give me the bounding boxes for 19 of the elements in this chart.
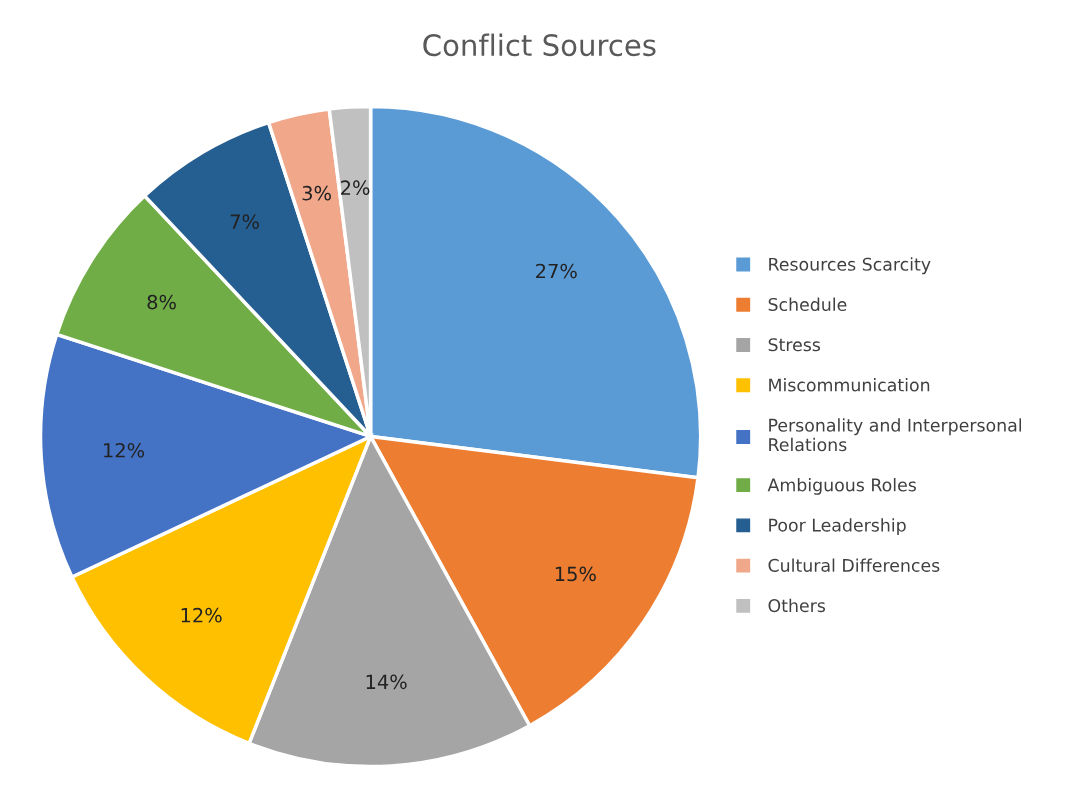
data-label: 12% bbox=[181, 607, 222, 623]
data-label: 15% bbox=[555, 566, 596, 582]
data-label: 8% bbox=[147, 294, 176, 310]
legend-label: Miscommunication bbox=[769, 378, 930, 392]
legend-label: Stress bbox=[768, 338, 821, 352]
legend-label: Others bbox=[768, 598, 826, 613]
data-label: 3% bbox=[302, 185, 331, 201]
legend-label: Resources Scarcity bbox=[769, 257, 931, 275]
legend-label: Personality and Interpersonal Relations bbox=[769, 418, 1022, 452]
data-label: 14% bbox=[366, 674, 407, 690]
data-label: 27% bbox=[536, 263, 577, 279]
chart-title: Conflict Sources bbox=[423, 33, 656, 57]
legend-label: Poor Leadership bbox=[769, 518, 906, 536]
data-label: 2% bbox=[341, 180, 370, 196]
legend-label: Schedule bbox=[768, 297, 847, 312]
legend-label: Cultural Differences bbox=[768, 558, 940, 572]
data-label: 12% bbox=[104, 442, 145, 458]
data-label: 7% bbox=[230, 214, 259, 230]
legend-label: Ambiguous Roles bbox=[767, 478, 916, 495]
